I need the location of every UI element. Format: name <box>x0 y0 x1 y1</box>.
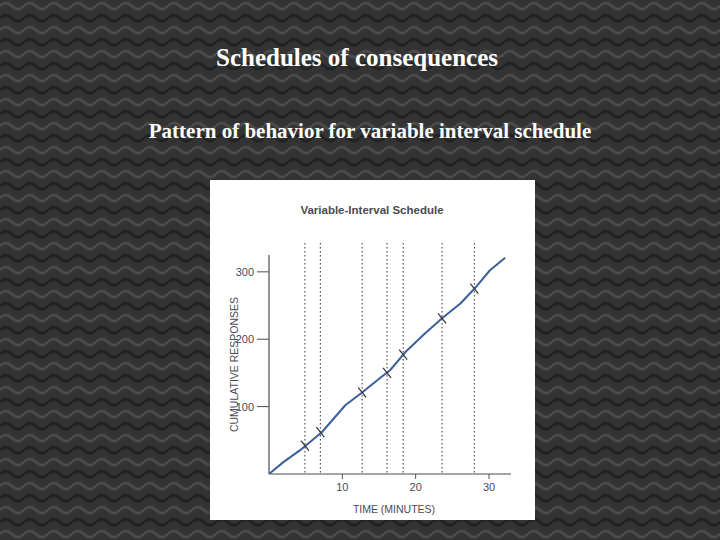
slide-subtitle: Pattern of behavior for variable interva… <box>149 119 592 143</box>
y-tick <box>257 339 269 340</box>
x-tick <box>415 474 416 479</box>
reinforcement-line <box>304 243 305 474</box>
y-axis <box>268 255 269 474</box>
reinforcement-hash <box>316 427 324 437</box>
reinforcement-hash <box>358 387 366 397</box>
reinforcement-line <box>403 243 404 474</box>
y-axis-label: CUMULATIVE RESPONSES <box>228 297 240 432</box>
reinforcement-hash <box>399 350 407 360</box>
y-tick <box>257 271 269 272</box>
x-axis-label: TIME (MINUTES) <box>353 503 435 515</box>
reinforcement-line <box>442 243 443 474</box>
reinforcement-line <box>387 243 388 474</box>
reinforcement-hash <box>438 313 446 323</box>
x-tick-label: 30 <box>483 481 495 493</box>
x-tick <box>342 474 343 479</box>
plot-data <box>269 258 505 474</box>
reinforcement-line <box>474 243 475 474</box>
reinforcement-hash <box>383 368 391 378</box>
y-tick <box>257 406 269 407</box>
slide-title: Schedules of consequences <box>216 44 498 71</box>
background <box>0 0 720 540</box>
x-tick <box>489 474 490 479</box>
reinforcement-hash <box>470 284 478 294</box>
reinforcement-hash <box>301 441 309 451</box>
y-tick-label: 300 <box>236 266 254 278</box>
x-tick-label: 20 <box>410 481 422 493</box>
chart-panel <box>210 180 535 520</box>
chart-title: Variable-Interval Schedule <box>300 204 443 216</box>
reinforcement-line <box>320 243 321 474</box>
cumulative-line <box>269 258 505 474</box>
x-tick-label: 10 <box>336 481 348 493</box>
x-axis <box>269 473 511 474</box>
reinforcement-line <box>362 243 363 474</box>
